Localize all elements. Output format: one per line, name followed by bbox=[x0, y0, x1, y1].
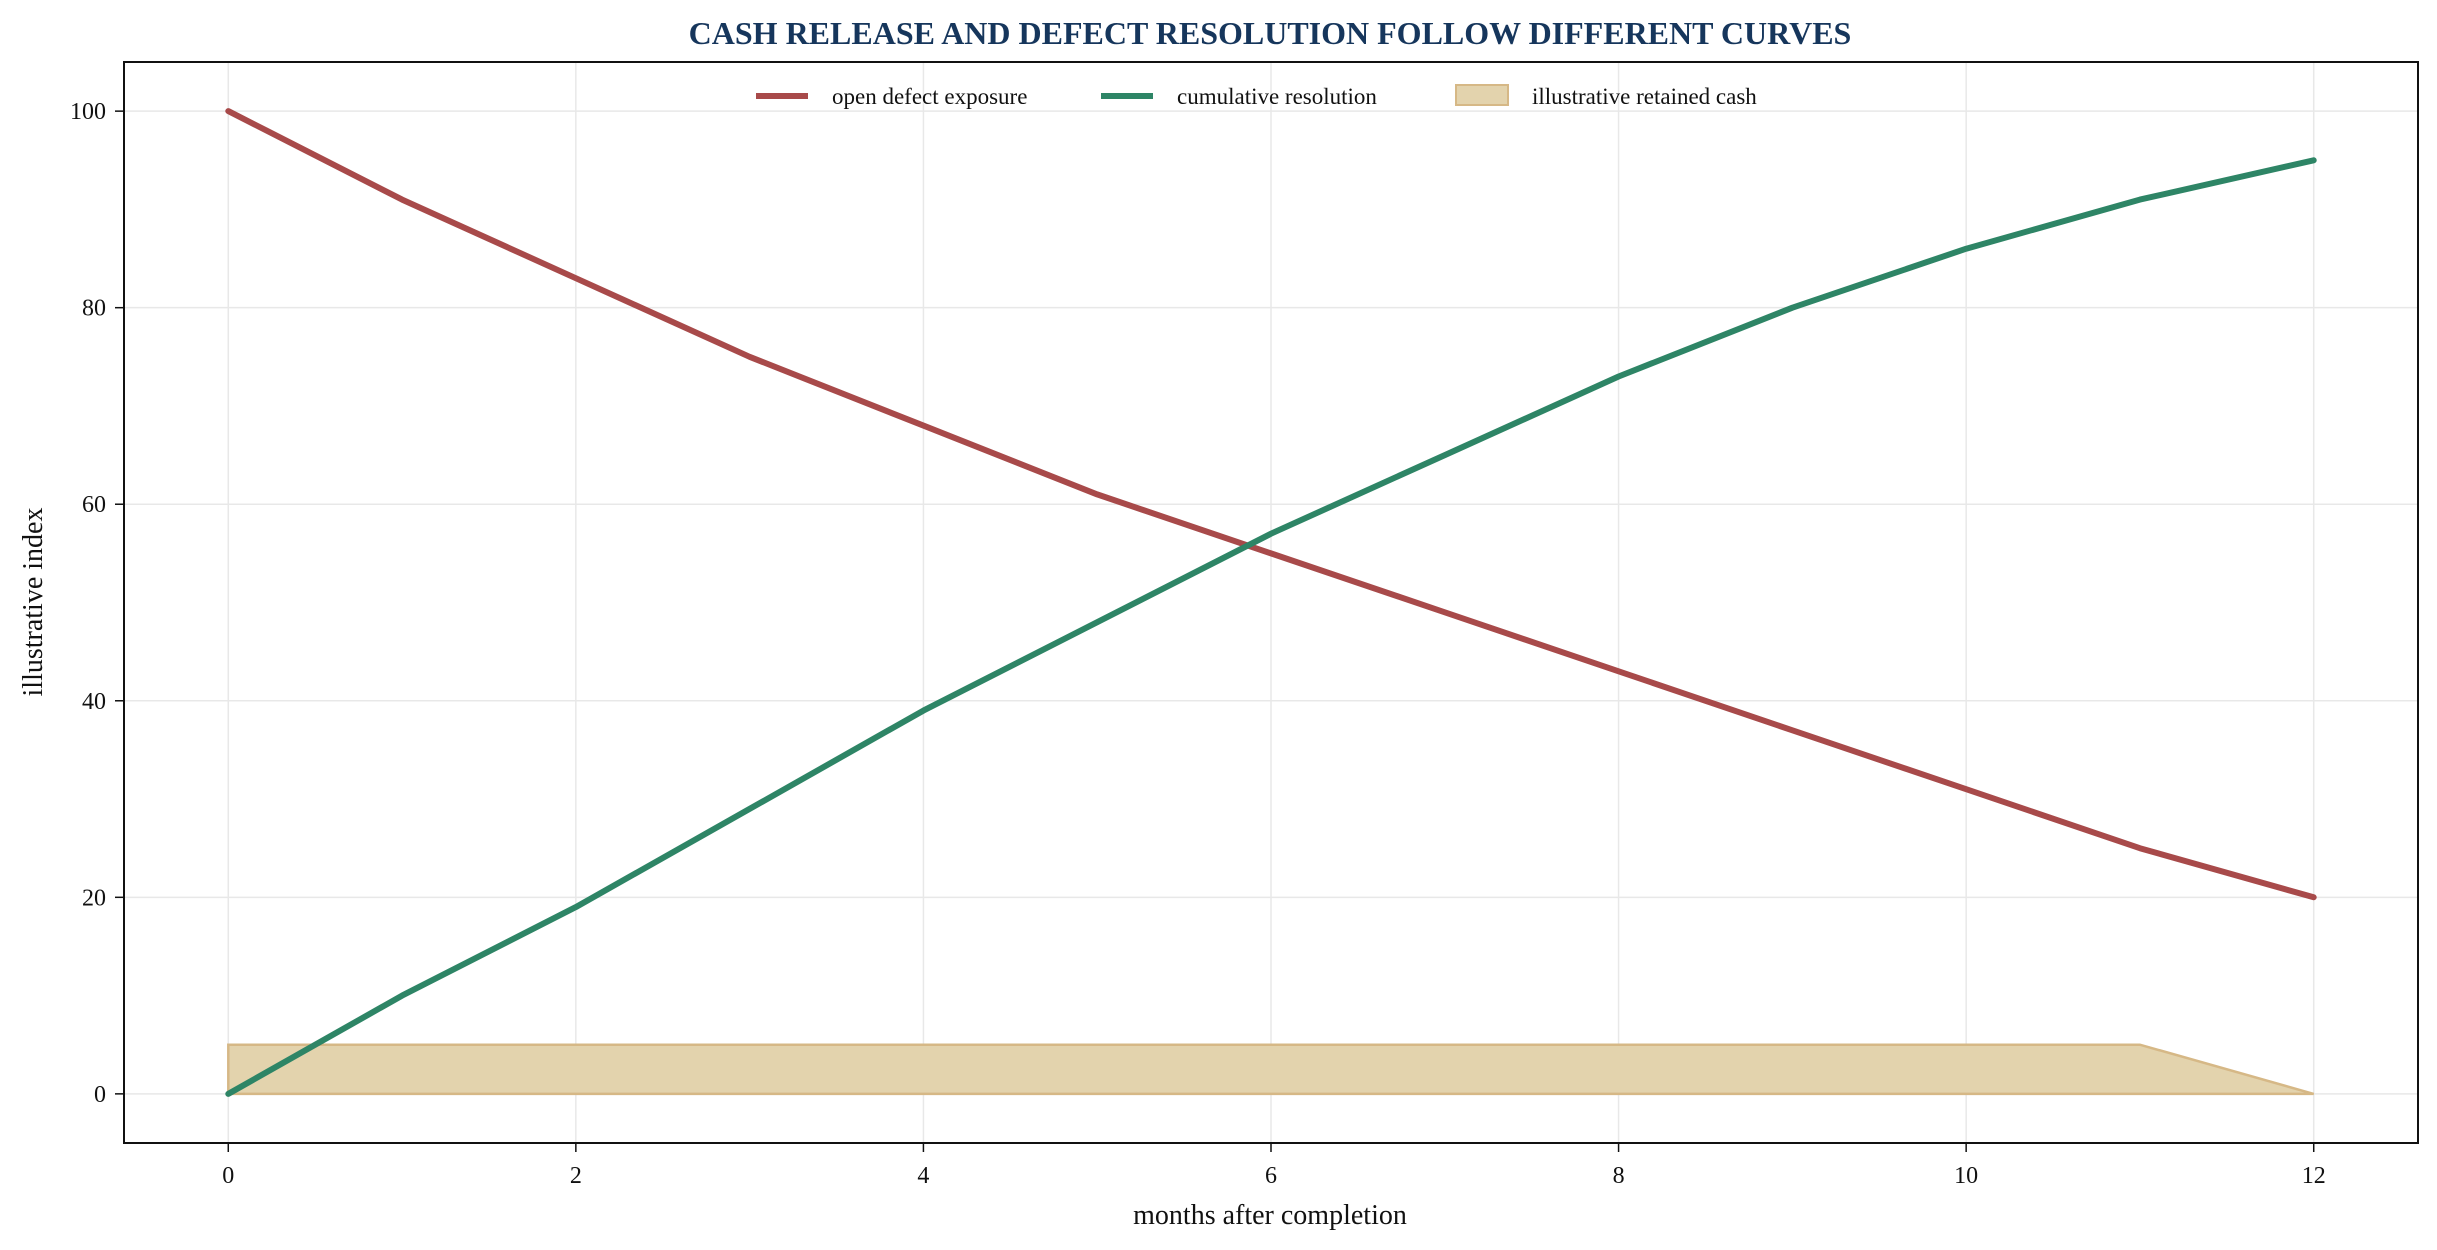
x-tick-label: 2 bbox=[570, 1163, 582, 1189]
line-layer bbox=[225, 108, 2317, 1097]
x-tick-label: 4 bbox=[917, 1163, 929, 1189]
y-tick-label: 80 bbox=[82, 296, 106, 322]
series-area-retained-cash bbox=[227, 1043, 2315, 1096]
series-line-1 bbox=[225, 157, 2317, 1097]
legend-label: open defect exposure bbox=[832, 84, 1027, 109]
y-tick-label: 100 bbox=[70, 99, 106, 125]
legend-label: illustrative retained cash bbox=[1532, 84, 1757, 109]
x-tick-label: 6 bbox=[1265, 1163, 1277, 1189]
y-tick-label: 60 bbox=[82, 492, 106, 518]
area-layer bbox=[227, 1043, 2315, 1096]
legend-label: cumulative resolution bbox=[1177, 84, 1377, 109]
grid bbox=[124, 62, 2418, 1143]
y-tick-label: 20 bbox=[82, 885, 106, 911]
y-tick-label: 0 bbox=[94, 1082, 106, 1108]
x-tick-label: 12 bbox=[2302, 1163, 2326, 1189]
series-line-0 bbox=[225, 108, 2317, 901]
x-tick-label: 0 bbox=[222, 1163, 234, 1189]
legend-swatch bbox=[1455, 84, 1509, 106]
legend: open defect exposure cumulative resolutio… bbox=[756, 84, 1757, 109]
chart-title: CASH RELEASE AND DEFECT RESOLUTION FOLLO… bbox=[689, 15, 1852, 51]
x-tick-label: 8 bbox=[1613, 1163, 1625, 1189]
y-tick-label: 40 bbox=[82, 689, 106, 715]
x-axis-label: months after completion bbox=[1133, 1200, 1407, 1231]
y-axis-label: illustrative index bbox=[18, 508, 49, 697]
x-axis-ticks: 0 2 4 6 8 10 12 bbox=[222, 1143, 2326, 1189]
y-axis-ticks: 0 20 40 60 80 100 bbox=[70, 99, 124, 1108]
x-tick-label: 10 bbox=[1954, 1163, 1978, 1189]
